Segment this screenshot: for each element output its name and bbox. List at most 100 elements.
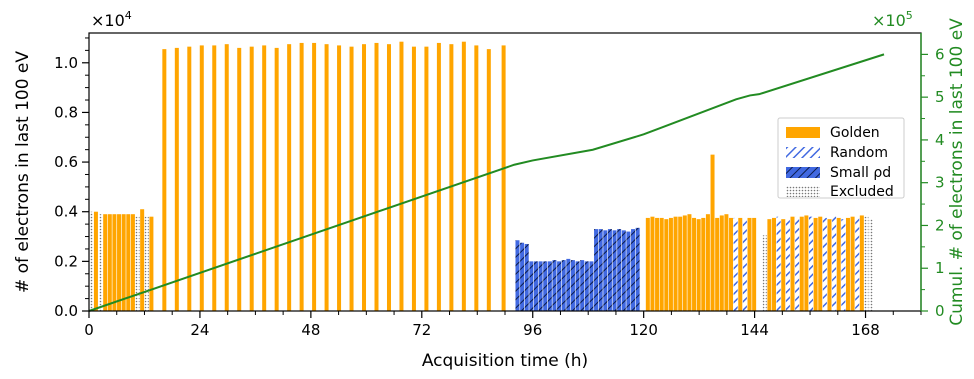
bar-golden [187, 46, 192, 311]
bar-golden [224, 44, 229, 311]
bar-golden [103, 214, 108, 311]
bar-golden [738, 217, 743, 311]
bar-small-pd [552, 260, 557, 311]
bar-small-pd [561, 260, 566, 311]
y-tick-label: 1.0 [54, 54, 78, 72]
x-tick-label: 144 [740, 321, 769, 339]
bar-golden [781, 219, 786, 311]
bar-golden [249, 46, 254, 311]
bar-golden [747, 217, 752, 311]
bar-golden [274, 47, 279, 311]
bar-golden [724, 214, 729, 311]
bar-golden [374, 42, 379, 311]
x-tick-label: 168 [851, 321, 880, 339]
bar-golden [701, 217, 706, 311]
bar-golden [126, 214, 131, 311]
bar-random [841, 219, 846, 311]
x-tick-label: 120 [629, 321, 658, 339]
legend: Golden Random Small ρd Excluded [777, 117, 905, 200]
y2-tick-label: 2 [935, 216, 945, 234]
bar-golden [650, 216, 655, 311]
bar-small-pd [547, 261, 552, 311]
bar-small-pd [621, 230, 626, 311]
bar-golden [767, 219, 772, 311]
bar-excluded [869, 219, 874, 311]
bar-small-pd [617, 229, 622, 311]
bar-small-pd [570, 260, 575, 311]
x-tick-label: 96 [523, 321, 542, 339]
bar-golden [107, 214, 112, 311]
y-axis-label: # of electrons in last 100 eV [13, 51, 33, 293]
bar-small-pd [612, 230, 617, 311]
bar-random [733, 217, 738, 311]
bar-golden [682, 215, 687, 311]
bars-layer [89, 41, 874, 311]
legend-label-random: Random [830, 145, 888, 161]
bar-golden [362, 44, 367, 311]
bar-golden [149, 216, 154, 311]
y2-tick-label: 0 [935, 302, 945, 320]
bar-golden [349, 46, 354, 311]
bar-golden [411, 46, 416, 311]
bar-golden [772, 217, 777, 311]
bar-small-pd [557, 261, 562, 311]
legend-label-golden: Golden [830, 125, 880, 141]
bar-small-pd [594, 229, 599, 311]
bar-excluded [98, 214, 103, 311]
axes-layer: 0 24 48 72 96 120 144 168 0.0 0.2 0.4 0.6 0.8 1.0 0 1 2 3… [54, 32, 945, 339]
bar-random [795, 216, 800, 311]
legend-swatch-golden [786, 127, 820, 138]
bar-golden [752, 217, 757, 311]
bar-excluded [89, 211, 94, 311]
bar-small-pd [580, 260, 585, 311]
bar-golden [850, 216, 855, 311]
bar-golden [845, 217, 850, 311]
bar-golden [859, 215, 864, 311]
legend-swatch-random [786, 147, 820, 158]
legend-swatch-excluded [786, 186, 820, 197]
y2-tick-label: 3 [935, 174, 945, 192]
bar-small-pd [529, 261, 534, 311]
bar-small-pd [631, 229, 636, 311]
bar-random [776, 216, 781, 311]
x-tick-label: 72 [412, 321, 431, 339]
bar-small-pd [589, 261, 594, 311]
bar-golden [827, 219, 832, 311]
bar-golden [715, 217, 720, 311]
bar-excluded [135, 216, 140, 311]
bar-small-pd [603, 230, 608, 311]
bar-golden [386, 44, 391, 311]
bar-small-pd [515, 240, 520, 311]
bar-golden [199, 45, 204, 311]
bar-golden [664, 219, 669, 311]
bar-golden [655, 217, 660, 311]
bar-random [808, 216, 813, 311]
bar-golden [237, 47, 242, 311]
bar-golden [836, 217, 841, 311]
bar-golden [799, 216, 804, 311]
bar-small-pd [566, 258, 571, 311]
bar-golden [486, 49, 491, 311]
bar-golden [818, 216, 823, 311]
bar-small-pd [543, 261, 548, 311]
bar-small-pd [520, 242, 525, 311]
bar-golden [93, 211, 98, 311]
bar-golden [337, 45, 342, 311]
bar-small-pd [598, 229, 603, 311]
y-tick-label: 0.4 [54, 203, 78, 221]
bar-golden [324, 44, 329, 311]
bar-golden [424, 46, 429, 311]
bar-golden [287, 44, 292, 311]
bar-golden [299, 42, 304, 311]
bar-golden [696, 219, 701, 311]
y-multiplier: ×104 [91, 9, 132, 30]
y2-tick-label: 6 [935, 45, 945, 63]
legend-label-small-pd: Small ρd [830, 165, 891, 181]
x-axis-label: Acquisition time (h) [422, 351, 588, 371]
bar-small-pd [575, 261, 580, 311]
x-tick-label: 48 [301, 321, 320, 339]
y2-axis-label: Cumul. # of electrons in last 100 eV [947, 18, 967, 326]
legend-swatch-small-pd [786, 167, 820, 178]
